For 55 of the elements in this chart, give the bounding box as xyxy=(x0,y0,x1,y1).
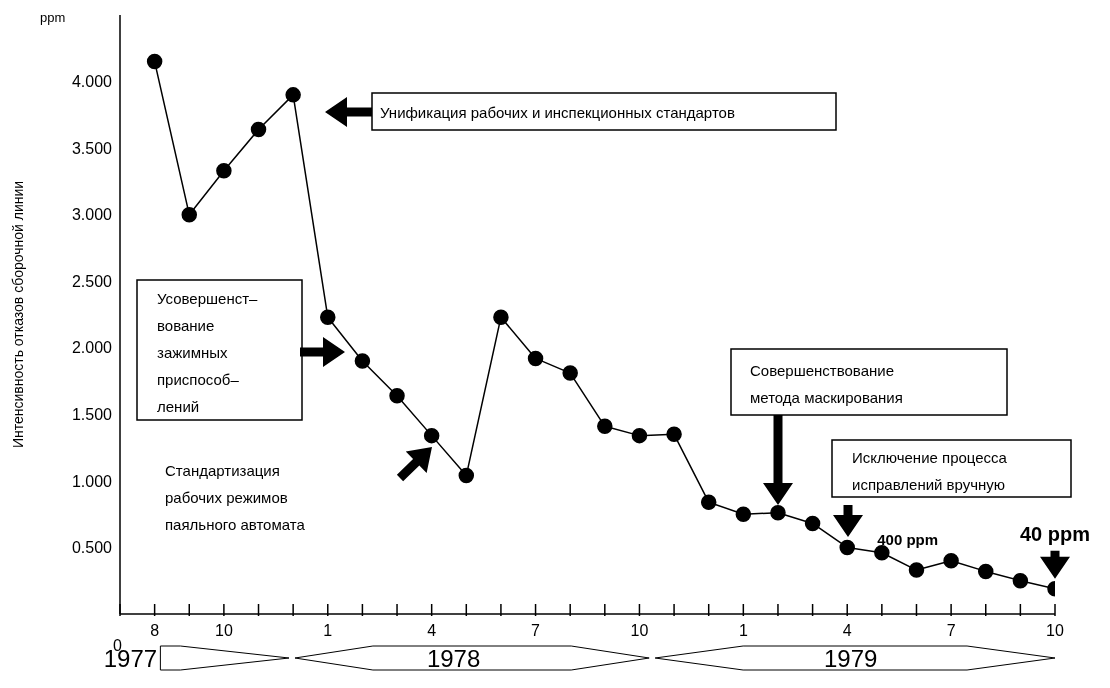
point xyxy=(597,418,613,435)
annotation: Усовершенст– вование зажимных приспособ– лений xyxy=(157,290,259,415)
annotation: Унификация рабочих и инспекционных стандартов xyxy=(380,104,735,121)
y-tick-label: 0.500 xyxy=(71,539,113,557)
annotation: Совершенствование метода маскирования xyxy=(750,362,903,406)
y-tick-label: 1.500 xyxy=(71,406,113,424)
point xyxy=(181,206,198,223)
point xyxy=(908,562,925,578)
point xyxy=(146,53,163,70)
point xyxy=(770,505,786,521)
point xyxy=(943,553,959,569)
point xyxy=(354,353,371,369)
y-axis-title: Интенсивность отказов сборочной линии xyxy=(9,180,26,449)
text: ppm xyxy=(40,10,66,25)
annotation: Исключение процесса исправлений вручную xyxy=(852,449,1008,493)
point xyxy=(216,162,232,179)
point xyxy=(250,121,267,138)
point xyxy=(631,427,648,444)
y-tick-label: 3.000 xyxy=(71,206,113,224)
point xyxy=(320,309,336,325)
point xyxy=(458,467,475,484)
point xyxy=(735,506,752,522)
y-tick-label: 4.000 xyxy=(71,73,113,91)
point xyxy=(804,515,821,532)
point xyxy=(527,350,544,367)
annotation: Стандартизация рабочих режимов паяльного автомата xyxy=(165,462,306,533)
y-tick-label: 3.500 xyxy=(71,139,113,157)
point xyxy=(285,87,301,103)
x-tick-label: 7 xyxy=(946,622,956,639)
point xyxy=(839,539,855,556)
point xyxy=(700,494,717,510)
x-tick-label: 1 xyxy=(323,622,333,639)
x-tick-label: 8 xyxy=(150,622,160,639)
point xyxy=(874,545,890,561)
x-tick-label: 4 xyxy=(427,622,437,639)
y-tick-label: 2.500 xyxy=(71,272,113,290)
point xyxy=(423,427,440,444)
point xyxy=(562,365,578,381)
x-tick-label: 10 xyxy=(214,622,233,639)
point xyxy=(493,309,509,325)
x-tick-label: 4 xyxy=(842,622,852,639)
x-tick-label: 1 xyxy=(738,622,748,639)
point xyxy=(1012,572,1029,589)
point xyxy=(389,387,405,404)
x2-tick-label: 1978 xyxy=(426,645,481,672)
point xyxy=(977,563,994,580)
x-tick-label: 10 xyxy=(1046,622,1064,639)
x-tick-label: 10 xyxy=(630,622,649,639)
annotation: 400 ppm xyxy=(877,531,939,549)
annotation: 40 ppm xyxy=(1019,522,1091,545)
y-tick-label: 1.000 xyxy=(71,472,113,490)
x-tick-label: 7 xyxy=(531,622,541,639)
x2-tick-label: 1979 xyxy=(823,645,878,672)
point xyxy=(666,426,682,443)
y-tick-label: 2.000 xyxy=(71,339,113,357)
